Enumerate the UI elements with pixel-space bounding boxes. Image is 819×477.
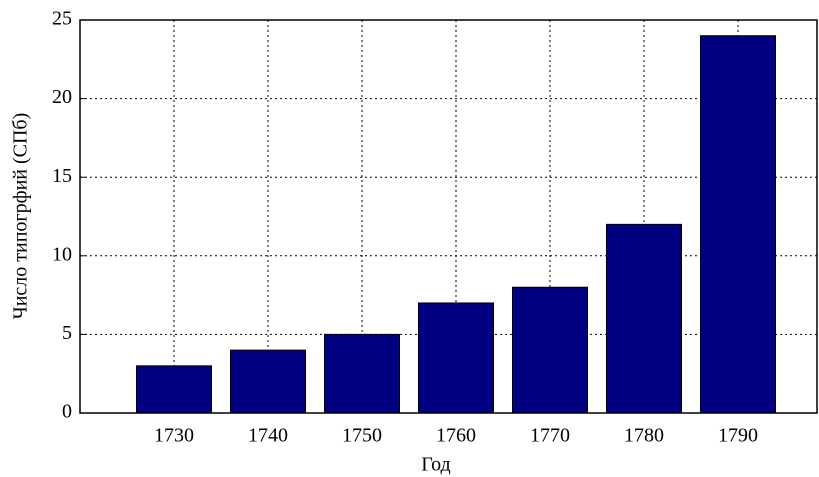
y-tick-label: 20 xyxy=(52,86,72,108)
plot-frame xyxy=(79,19,818,414)
x-tick-label: 1730 xyxy=(154,425,194,447)
bar xyxy=(606,223,682,414)
y-tick-label: 0 xyxy=(62,401,72,423)
x-tick-label: 1750 xyxy=(342,425,382,447)
bar xyxy=(230,349,306,414)
y-tick-label: 5 xyxy=(62,322,72,344)
x-tick-label: 1740 xyxy=(248,425,288,447)
x-tick-label: 1790 xyxy=(718,425,758,447)
y-tick-label: 15 xyxy=(52,165,72,187)
bar xyxy=(324,333,400,414)
bar xyxy=(418,302,494,414)
x-tick-label: 1770 xyxy=(530,425,570,447)
y-tick-label: 25 xyxy=(52,8,72,30)
bar xyxy=(136,365,212,414)
y-tick-label: 10 xyxy=(52,243,72,265)
bar xyxy=(700,35,776,414)
y-axis-label: Число типогрфий (СПб) xyxy=(10,113,32,320)
x-tick-label: 1780 xyxy=(624,425,664,447)
bar xyxy=(512,286,588,414)
x-tick-label: 1760 xyxy=(436,425,476,447)
x-axis-label: Год xyxy=(421,454,450,476)
